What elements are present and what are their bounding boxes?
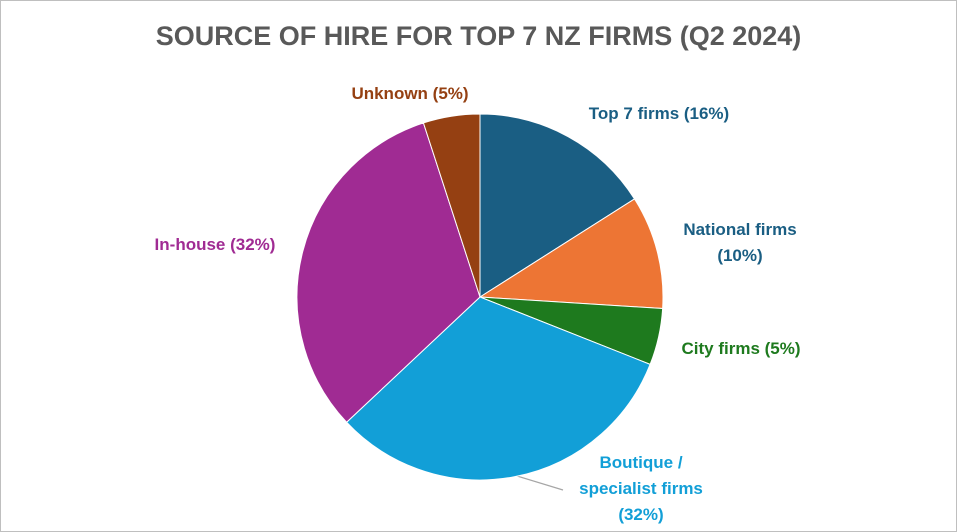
pie-slice	[345, 296, 651, 481]
data-label: Boutique / specialist firms (32%)	[579, 453, 703, 524]
pie-slice	[479, 113, 636, 298]
data-label: Unknown (5%)	[351, 84, 469, 103]
data-label: City firms (5%)	[681, 339, 801, 358]
pie-slice	[422, 113, 481, 298]
data-label: National firms (10%)	[683, 220, 797, 265]
pie-slice	[296, 122, 481, 423]
data-label: Top 7 firms (16%)	[588, 104, 730, 123]
chart-title: SOURCE OF HIRE FOR TOP 7 NZ FIRMS (Q2 20…	[155, 21, 802, 51]
pie-slice	[478, 198, 664, 310]
data-label: In-house (32%)	[154, 235, 276, 254]
